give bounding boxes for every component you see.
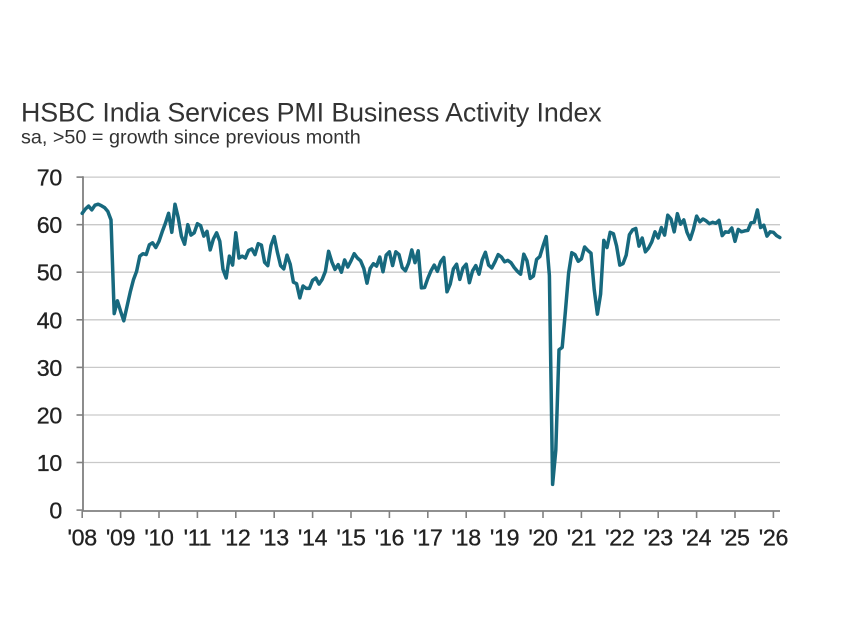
svg-text:40: 40 bbox=[37, 307, 62, 333]
svg-text:'14: '14 bbox=[298, 525, 328, 551]
svg-text:30: 30 bbox=[37, 355, 62, 381]
svg-text:sa, >50 = growth since previou: sa, >50 = growth since previous month bbox=[21, 126, 361, 148]
svg-text:60: 60 bbox=[37, 212, 62, 238]
svg-text:'20: '20 bbox=[528, 525, 557, 551]
svg-text:20: 20 bbox=[37, 403, 62, 429]
svg-text:'22: '22 bbox=[605, 525, 634, 551]
svg-text:'21: '21 bbox=[567, 525, 596, 551]
svg-text:'09: '09 bbox=[106, 525, 135, 551]
svg-text:'17: '17 bbox=[413, 525, 442, 551]
svg-text:50: 50 bbox=[37, 260, 62, 286]
svg-text:'23: '23 bbox=[644, 525, 673, 551]
svg-text:'10: '10 bbox=[144, 525, 173, 551]
svg-text:10: 10 bbox=[37, 450, 62, 476]
svg-text:0: 0 bbox=[49, 498, 62, 524]
svg-text:'19: '19 bbox=[490, 525, 519, 551]
svg-text:'08: '08 bbox=[68, 525, 97, 551]
svg-text:'25: '25 bbox=[720, 525, 749, 551]
svg-text:'24: '24 bbox=[682, 525, 712, 551]
svg-text:'18: '18 bbox=[452, 525, 481, 551]
svg-text:'15: '15 bbox=[336, 525, 365, 551]
svg-text:70: 70 bbox=[37, 165, 62, 191]
svg-text:'11: '11 bbox=[184, 525, 212, 551]
svg-text:'12: '12 bbox=[221, 525, 250, 551]
svg-text:'13: '13 bbox=[260, 525, 289, 551]
svg-text:HSBC India Services PMI Busine: HSBC India Services PMI Business Activit… bbox=[21, 98, 602, 128]
svg-text:'26: '26 bbox=[759, 525, 788, 551]
svg-text:'16: '16 bbox=[375, 525, 404, 551]
